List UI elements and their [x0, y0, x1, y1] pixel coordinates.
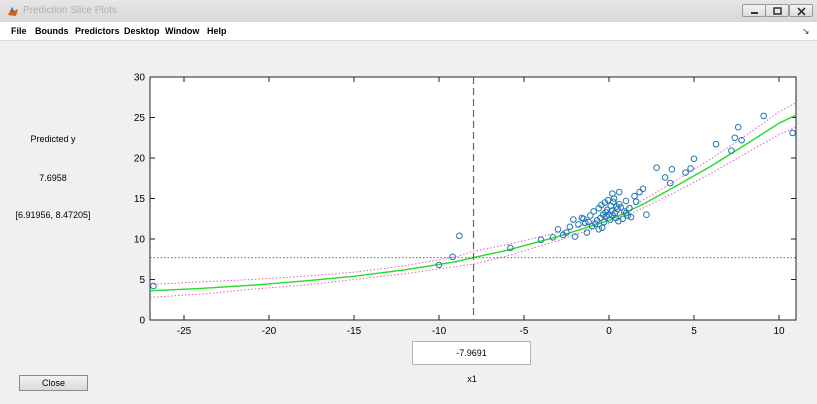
dock-arrow-icon[interactable]: ↘ [802, 26, 810, 36]
menu-bar: File Bounds Predictors Desktop Window He… [0, 22, 817, 41]
title-bar: Prediction Slice Plots [0, 0, 817, 23]
data-point [712, 140, 720, 148]
data-point [150, 282, 157, 290]
data-point [617, 204, 625, 211]
window-close-button[interactable] [789, 4, 813, 17]
y-tick-label: 10 [134, 235, 146, 246]
data-point [581, 219, 589, 227]
data-point [585, 218, 592, 226]
window-title: Prediction Slice Plots [23, 5, 117, 16]
data-point [587, 212, 594, 219]
x-tick-label: -5 [520, 326, 529, 337]
x-axis-label: x1 [467, 374, 477, 384]
data-point [580, 215, 587, 223]
maximize-button[interactable] [765, 4, 789, 17]
menu-help[interactable]: Help [207, 26, 227, 36]
data-point [554, 225, 562, 233]
data-point [592, 220, 599, 227]
minimize-icon [751, 12, 758, 14]
menu-predictors[interactable]: Predictors [75, 26, 120, 36]
data-point [583, 229, 591, 236]
x-tick-label: -15 [347, 326, 362, 337]
data-point [609, 190, 616, 197]
data-points [150, 112, 796, 290]
data-point [760, 112, 768, 120]
x-tick-label: -25 [177, 326, 192, 337]
data-point [631, 192, 638, 200]
data-point [621, 208, 628, 215]
y-tick-label: 30 [134, 73, 146, 84]
data-point [566, 223, 574, 231]
menu-bounds[interactable]: Bounds [35, 26, 69, 36]
data-point [570, 216, 577, 223]
x-tick-label: -10 [432, 326, 447, 337]
data-point [600, 218, 608, 226]
confidence-interval: [6.91956, 8.47205] [15, 210, 91, 220]
x-axis: -25 -20 -15 -10 -5 0 5 10 [177, 77, 785, 337]
data-point [632, 198, 640, 206]
y-tick-label: 15 [134, 194, 146, 205]
data-point [661, 174, 669, 181]
data-point [590, 208, 598, 215]
x-tick-label: 10 [773, 326, 785, 337]
data-point [595, 225, 603, 233]
crosshair[interactable] [150, 77, 796, 320]
close-icon [797, 7, 806, 16]
data-point [563, 229, 570, 236]
close-button[interactable]: Close [19, 375, 88, 391]
data-point [653, 164, 660, 172]
data-point [643, 211, 650, 218]
data-point [626, 204, 633, 212]
data-point [639, 185, 647, 193]
menu-desktop[interactable]: Desktop [124, 26, 160, 36]
data-point [666, 179, 674, 187]
x-tick-label: 5 [691, 326, 697, 337]
y-tick-label: 0 [139, 316, 145, 327]
menu-window[interactable]: Window [165, 26, 200, 36]
data-point [507, 244, 514, 252]
predicted-value: 7.6958 [39, 173, 67, 183]
plot-series [149, 102, 797, 298]
y-tick-label: 25 [134, 113, 146, 124]
y-tick-label: 5 [139, 275, 145, 286]
y-tick-label: 20 [134, 154, 146, 165]
x-tick-label: -20 [262, 326, 277, 337]
data-point [734, 123, 742, 131]
data-point [690, 155, 698, 163]
data-point [549, 234, 557, 241]
data-point [622, 197, 630, 205]
data-point [575, 221, 582, 228]
data-point [615, 188, 623, 196]
data-point [668, 166, 676, 173]
y-axis: 0 5 10 15 20 25 30 [134, 73, 796, 327]
data-point [622, 209, 630, 217]
data-point [728, 147, 735, 155]
maximize-icon [773, 7, 782, 15]
data-point [731, 134, 739, 142]
predictor-value-input[interactable]: -7.9691 [412, 341, 531, 365]
data-point [738, 136, 745, 144]
data-point [456, 232, 463, 240]
data-point [598, 224, 606, 231]
data-point [687, 165, 694, 172]
predicted-label: Predicted y [30, 134, 76, 144]
data-point [615, 200, 623, 208]
data-point [449, 253, 456, 261]
data-point [619, 215, 626, 223]
matlab-app-icon [8, 7, 18, 16]
fit-line [149, 114, 797, 292]
data-point [435, 261, 443, 269]
data-point [571, 233, 579, 240]
data-point [537, 236, 545, 244]
x-tick-label: 0 [606, 326, 612, 337]
data-point [609, 198, 617, 206]
data-point [789, 129, 796, 137]
menu-file[interactable]: File [11, 26, 27, 36]
data-point [682, 169, 689, 176]
data-point [627, 213, 635, 221]
